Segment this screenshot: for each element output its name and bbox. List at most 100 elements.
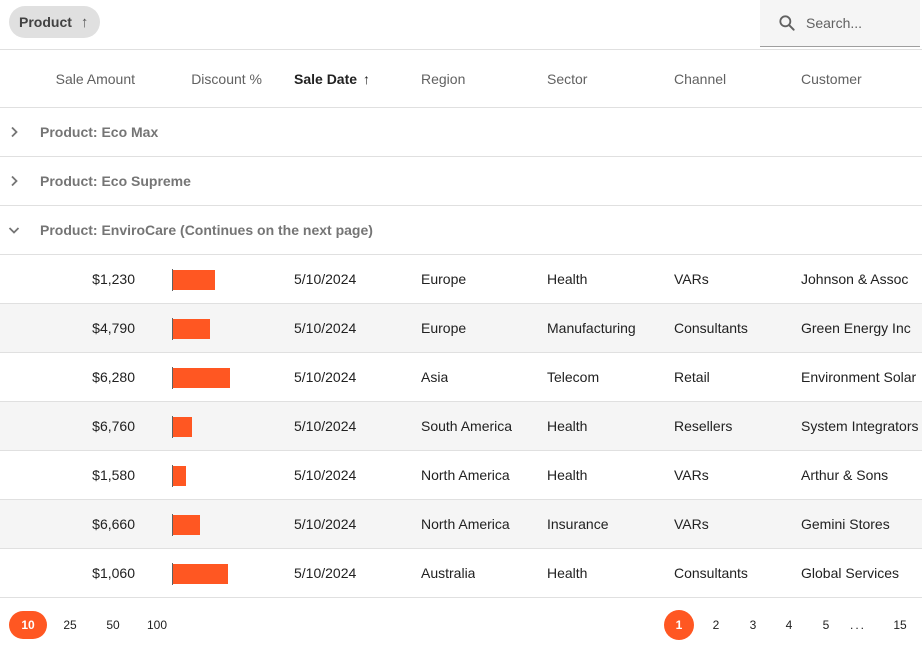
- grid-toolbar: Product ↑: [0, 0, 922, 50]
- sector-cell: Health: [547, 418, 588, 434]
- table-row[interactable]: $1,060 5/10/2024 Australia Health Consul…: [0, 549, 922, 598]
- region-cell: South America: [421, 418, 513, 434]
- table-row[interactable]: $6,660 5/10/2024 North America Insurance…: [0, 500, 922, 549]
- channel-cell: VARs: [674, 516, 709, 532]
- sale-date-cell: 5/10/2024: [294, 320, 357, 336]
- discount-bar-track: [172, 563, 272, 585]
- region-cell: Asia: [421, 369, 449, 385]
- page-size-100[interactable]: 100: [146, 618, 168, 632]
- column-header-channel[interactable]: Channel: [674, 71, 727, 87]
- channel-cell: VARs: [674, 467, 709, 483]
- table-row[interactable]: $6,760 5/10/2024 South America Health Re…: [0, 402, 922, 451]
- region-cell: Europe: [421, 320, 467, 336]
- sort-ascending-icon: ↑: [80, 13, 89, 31]
- page-size-25[interactable]: 25: [63, 618, 77, 632]
- table-row[interactable]: $6,280 5/10/2024 Asia Telecom Retail Env…: [0, 353, 922, 402]
- discount-bar: [173, 417, 192, 437]
- discount-bar: [173, 515, 200, 535]
- page-button-1[interactable]: 1: [664, 610, 694, 640]
- region-cell: North America: [421, 467, 510, 483]
- search-input[interactable]: [806, 12, 916, 34]
- chevron-down-icon[interactable]: [6, 222, 22, 238]
- sale-date-cell: 5/10/2024: [294, 565, 357, 581]
- sale-date-cell: 5/10/2024: [294, 418, 357, 434]
- region-cell: Australia: [421, 565, 476, 581]
- column-header-discount[interactable]: Discount %: [191, 71, 262, 87]
- page-button-4[interactable]: 4: [785, 618, 793, 632]
- customer-cell: Global Services: [801, 565, 900, 581]
- column-header-region[interactable]: Region: [421, 71, 466, 87]
- page-button-5[interactable]: 5: [822, 618, 830, 632]
- column-header-customer[interactable]: Customer: [801, 71, 862, 87]
- discount-bar-track: [172, 465, 272, 487]
- discount-bar-track: [172, 269, 272, 291]
- region-cell: North America: [421, 516, 510, 532]
- group-row-envirocare[interactable]: Product: EnviroCare (Continues on the ne…: [0, 206, 922, 255]
- sale-amount-cell: $4,790: [92, 320, 135, 336]
- group-row-eco-supreme[interactable]: Product: Eco Supreme: [0, 157, 922, 206]
- sector-cell: Telecom: [547, 369, 600, 385]
- discount-bar-track: [172, 318, 272, 340]
- table-row[interactable]: $1,580 5/10/2024 North America Health VA…: [0, 451, 922, 500]
- customer-cell: Johnson & Assoc: [801, 271, 909, 287]
- sale-date-cell: 5/10/2024: [294, 467, 357, 483]
- channel-cell: Resellers: [674, 418, 733, 434]
- column-header-sector[interactable]: Sector: [547, 71, 588, 87]
- group-by-product-chip[interactable]: Product ↑: [9, 6, 101, 38]
- sale-amount-cell: $6,760: [92, 418, 135, 434]
- discount-bar: [173, 319, 210, 339]
- customer-cell: Green Energy Inc: [801, 320, 911, 336]
- column-header-sale-date[interactable]: Sale Date ↑: [294, 51, 370, 107]
- sale-amount-cell: $6,660: [92, 516, 135, 532]
- sale-amount-cell: $1,580: [92, 467, 135, 483]
- sale-date-cell: 5/10/2024: [294, 369, 357, 385]
- customer-cell: Gemini Stores: [801, 516, 890, 532]
- group-chip-label: Product: [19, 14, 72, 30]
- page-size-50[interactable]: 50: [106, 618, 120, 632]
- group-label: Product: Eco Max: [40, 124, 159, 140]
- search-icon: [779, 15, 795, 31]
- customer-cell: Environment Solar: [801, 369, 917, 385]
- page-button-3[interactable]: 3: [749, 618, 757, 632]
- sort-ascending-icon: ↑: [363, 71, 371, 87]
- table-row[interactable]: $1,230 5/10/2024 Europe Health VARs John…: [0, 255, 922, 304]
- sector-cell: Manufacturing: [547, 320, 636, 336]
- chevron-right-icon[interactable]: [6, 173, 22, 189]
- sale-amount-cell: $1,060: [92, 565, 135, 581]
- discount-bar: [173, 368, 231, 388]
- sale-amount-cell: $6,280: [92, 369, 135, 385]
- discount-bar: [173, 270, 215, 290]
- discount-bar-track: [172, 367, 272, 389]
- sale-date-cell: 5/10/2024: [294, 516, 357, 532]
- channel-cell: Consultants: [674, 565, 748, 581]
- page-ellipsis[interactable]: ...: [850, 618, 867, 632]
- column-header-row: Sale Amount Discount % Sale Date ↑ Regio…: [0, 51, 922, 108]
- customer-cell: System Integrators: [801, 418, 919, 434]
- channel-cell: Consultants: [674, 320, 748, 336]
- group-label: Product: Eco Supreme: [40, 173, 191, 189]
- sale-amount-cell: $1,230: [92, 271, 135, 287]
- page-button-last[interactable]: 15: [893, 618, 907, 632]
- column-header-sale-date-label: Sale Date: [294, 71, 358, 87]
- page-button-2[interactable]: 2: [712, 618, 720, 632]
- discount-bar: [173, 564, 229, 584]
- sector-cell: Health: [547, 565, 588, 581]
- sale-date-cell: 5/10/2024: [294, 271, 357, 287]
- group-label: Product: EnviroCare (Continues on the ne…: [40, 222, 373, 238]
- discount-bar: [173, 466, 186, 486]
- page-size-10[interactable]: 10: [9, 611, 47, 639]
- search-box: [760, 0, 920, 47]
- column-header-sale-amount[interactable]: Sale Amount: [55, 71, 135, 87]
- table-row[interactable]: $4,790 5/10/2024 Europe Manufacturing Co…: [0, 304, 922, 353]
- customer-cell: Arthur & Sons: [801, 467, 889, 483]
- sector-cell: Health: [547, 467, 588, 483]
- sector-cell: Insurance: [547, 516, 609, 532]
- sector-cell: Health: [547, 271, 588, 287]
- group-row-eco-max[interactable]: Product: Eco Max: [0, 108, 922, 157]
- channel-cell: VARs: [674, 271, 709, 287]
- chevron-right-icon[interactable]: [6, 124, 22, 140]
- discount-bar-track: [172, 416, 272, 438]
- pager: 10 25 50 100 1 2 3 4 5 ... 15: [0, 598, 922, 648]
- discount-bar-track: [172, 514, 272, 536]
- channel-cell: Retail: [674, 369, 710, 385]
